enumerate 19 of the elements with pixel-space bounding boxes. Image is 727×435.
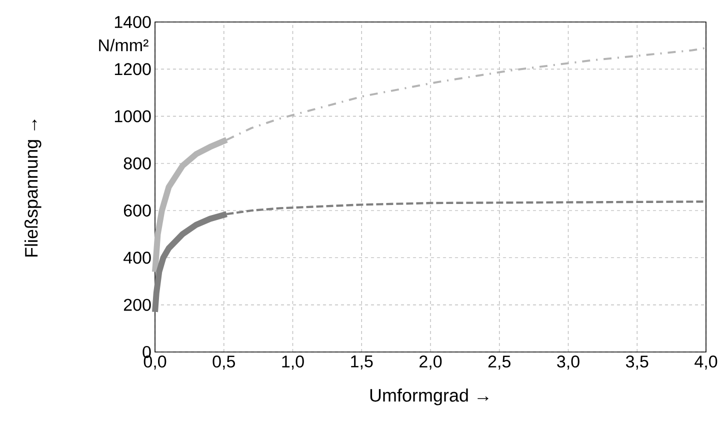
- y-tick-label: 400: [124, 252, 151, 264]
- x-tick-label: 3,0: [557, 356, 580, 370]
- y-tick-label: 200: [124, 298, 151, 311]
- x-tick-label: 2,5: [488, 356, 510, 370]
- y-tick-label: 1400: [114, 16, 151, 28]
- text: N/mm²: [99, 38, 148, 52]
- x-tick-label: 0,5: [212, 356, 235, 370]
- x-tick-label: 0,0: [144, 356, 166, 370]
- x-tick-label: 1,5: [351, 356, 373, 370]
- y-tick-label: 1000: [114, 110, 151, 122]
- y-tick-label: 600: [124, 204, 151, 217]
- y-tick-label: 1200: [114, 63, 151, 76]
- x-tick-label: 3,5: [626, 356, 648, 370]
- x-tick-label: 1,0: [282, 356, 304, 370]
- y-tick-label: 800: [124, 157, 151, 170]
- y-axis-title: Fließspannung →: [24, 120, 42, 257]
- x-axis-title: Umformgrad →: [370, 388, 488, 406]
- x-tick-label: 2,0: [420, 356, 442, 370]
- x-tick-label: 4,0: [694, 356, 718, 370]
